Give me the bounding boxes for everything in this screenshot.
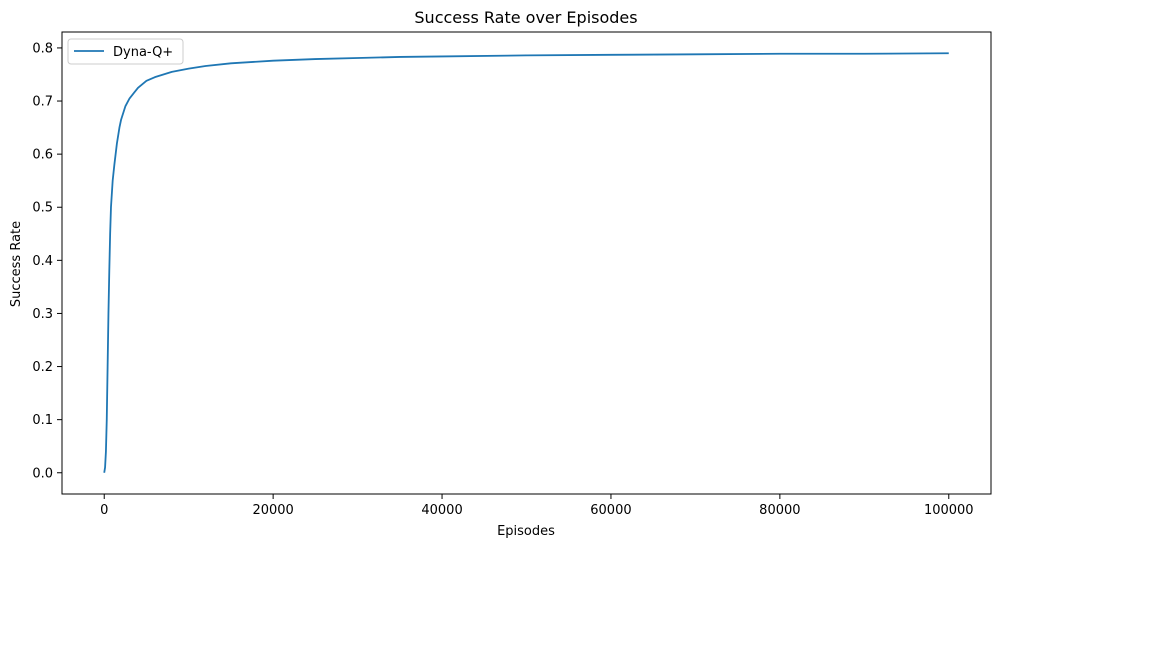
series-line-0 — [103, 52, 949, 473]
y-axis-label: Success Rate — [9, 221, 24, 307]
x-tick-label: 100000 — [924, 503, 974, 518]
y-axis: 0.0 0.1 0.2 0.3 0.4 0.5 0.6 0.7 0.8 — [32, 41, 62, 481]
y-tick-label: 0.6 — [32, 148, 53, 163]
chart-title: Success Rate over Episodes — [414, 8, 637, 27]
x-tick-label: 80000 — [759, 503, 800, 518]
legend-label: Dyna-Q+ — [113, 45, 173, 60]
y-tick-label: 0.2 — [32, 360, 53, 375]
plot-frame — [61, 31, 992, 495]
y-tick-label: 0.7 — [32, 95, 53, 110]
x-axis-label: Episodes — [497, 524, 555, 539]
plot-area — [61, 31, 992, 495]
legend: Dyna-Q+ — [67, 38, 184, 65]
x-axis: 0 20000 40000 60000 80000 100000 — [100, 494, 974, 518]
x-tick-label: 20000 — [252, 503, 293, 518]
x-tick-label: 40000 — [421, 503, 462, 518]
y-tick-label: 0.4 — [32, 254, 53, 269]
x-tick-label: 60000 — [590, 503, 631, 518]
x-tick-label: 0 — [100, 503, 108, 518]
y-tick-label: 0.5 — [32, 201, 53, 216]
y-tick-label: 0.1 — [32, 413, 53, 428]
y-tick-label: 0.3 — [32, 307, 53, 322]
y-tick-label: 0.8 — [32, 41, 53, 56]
y-tick-label: 0.0 — [32, 466, 53, 481]
legend-box — [67, 38, 184, 65]
